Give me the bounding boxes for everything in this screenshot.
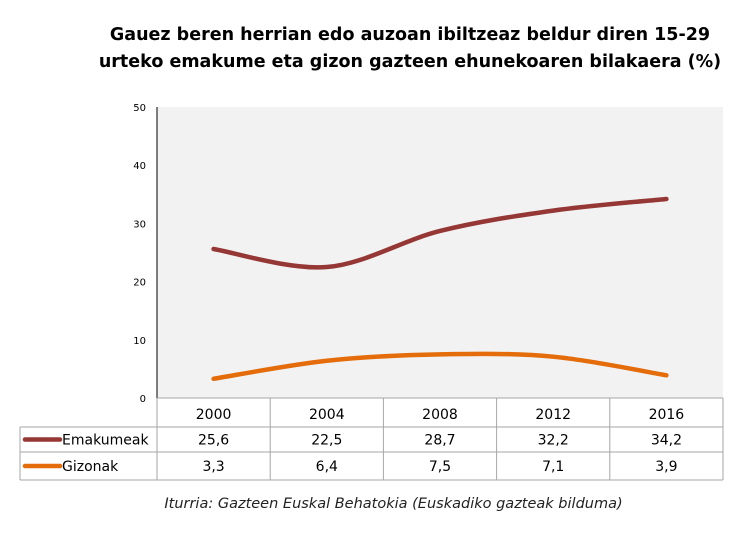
x-category-label: 2008: [422, 407, 458, 423]
data-label: 22,5: [311, 433, 342, 449]
plot-area: [157, 107, 723, 398]
x-category-label: 2016: [649, 407, 685, 423]
data-label: 3,3: [202, 459, 224, 475]
chart-title: Gauez beren herrian edo auzoan ibiltzeaz…: [98, 25, 722, 72]
x-category-label: 2004: [309, 407, 345, 423]
data-label: 28,7: [424, 433, 455, 449]
data-label: 34,2: [651, 433, 682, 449]
data-label: 6,4: [316, 459, 338, 475]
data-label: 7,5: [429, 459, 451, 475]
source-note: Iturria: Gazteen Euskal Behatokia (Euska…: [164, 496, 623, 512]
y-tick-label: 20: [133, 278, 146, 289]
series-line-gizonak: [211, 351, 669, 382]
x-category-label: 2000: [196, 407, 232, 423]
y-tick-label: 50: [133, 103, 146, 114]
data-label: 3,9: [655, 459, 677, 475]
x-category-label: 2012: [535, 407, 571, 423]
legend-label: Gizonak: [62, 459, 119, 475]
y-tick-label: 0: [140, 394, 146, 405]
series-line-emakumeak: [211, 196, 669, 270]
legend-label: Emakumeak: [62, 433, 149, 449]
y-tick-label: 10: [133, 336, 146, 347]
data-label: 7,1: [542, 459, 564, 475]
data-label: 32,2: [538, 433, 569, 449]
y-tick-label: 30: [133, 219, 146, 230]
data-label: 25,6: [198, 433, 229, 449]
y-tick-label: 40: [133, 161, 146, 172]
